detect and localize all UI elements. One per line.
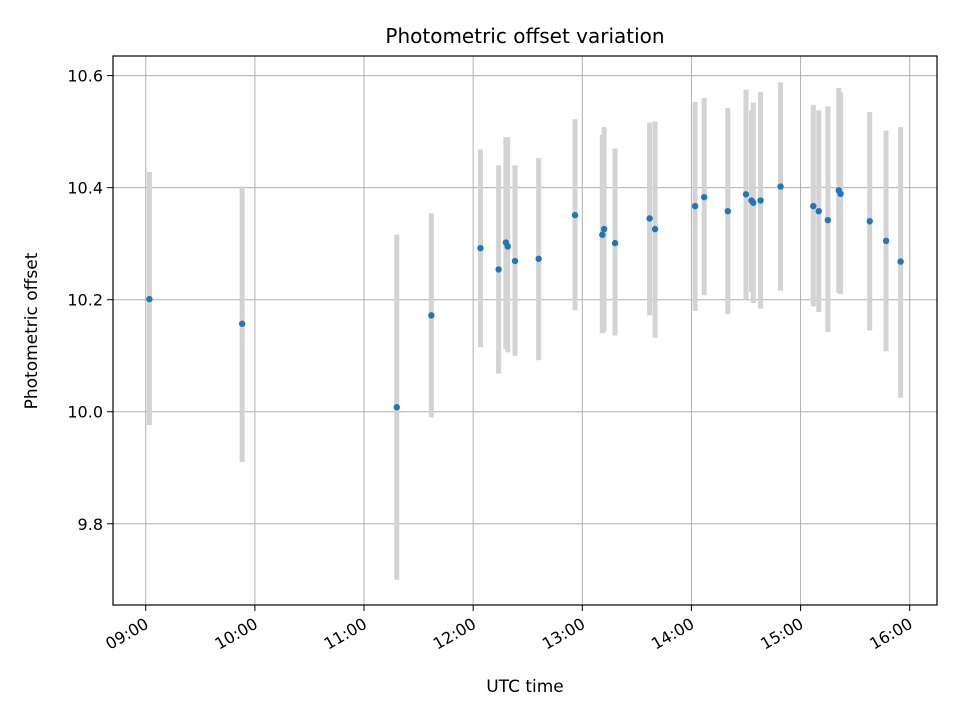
data-point xyxy=(651,225,659,233)
data-point xyxy=(511,257,519,265)
data-point xyxy=(777,183,784,190)
data-point xyxy=(837,190,844,198)
grid xyxy=(113,56,937,605)
data-point xyxy=(691,202,699,210)
data-point xyxy=(646,215,653,222)
data-point xyxy=(866,218,873,225)
data-point xyxy=(810,202,817,210)
data-point xyxy=(700,193,708,201)
chart-title: Photometric offset variation xyxy=(385,24,664,48)
y-tick-label: 10.0 xyxy=(67,403,103,422)
data-point xyxy=(824,216,832,224)
y-tick-label: 9.8 xyxy=(78,515,103,534)
y-tick-label: 10.6 xyxy=(67,67,103,86)
data-point xyxy=(146,295,153,303)
y-tick-label: 10.2 xyxy=(67,291,103,310)
x-axis-label: UTC time xyxy=(486,677,564,697)
data-point xyxy=(428,312,435,319)
y-tick-label: 10.4 xyxy=(67,179,103,198)
y-axis-label: Photometric offset xyxy=(22,252,42,409)
data-point xyxy=(815,207,822,215)
data-point xyxy=(742,191,750,198)
y-axis: 9.8 10.0 10.2 10.4 10.6 xyxy=(67,67,113,534)
data-points xyxy=(146,183,904,411)
data-point xyxy=(393,404,400,411)
data-point xyxy=(600,225,608,233)
plot-frame xyxy=(112,55,938,606)
data-point xyxy=(238,320,246,327)
data-point xyxy=(504,243,511,250)
data-point xyxy=(611,239,619,247)
data-point xyxy=(535,255,542,262)
data-point xyxy=(882,237,890,245)
data-point xyxy=(757,197,764,204)
data-point xyxy=(495,266,502,273)
data-point xyxy=(571,211,579,219)
data-point xyxy=(897,258,904,265)
data-point xyxy=(724,207,732,215)
data-point xyxy=(477,244,484,252)
data-point xyxy=(750,199,757,206)
data-point xyxy=(599,231,606,238)
